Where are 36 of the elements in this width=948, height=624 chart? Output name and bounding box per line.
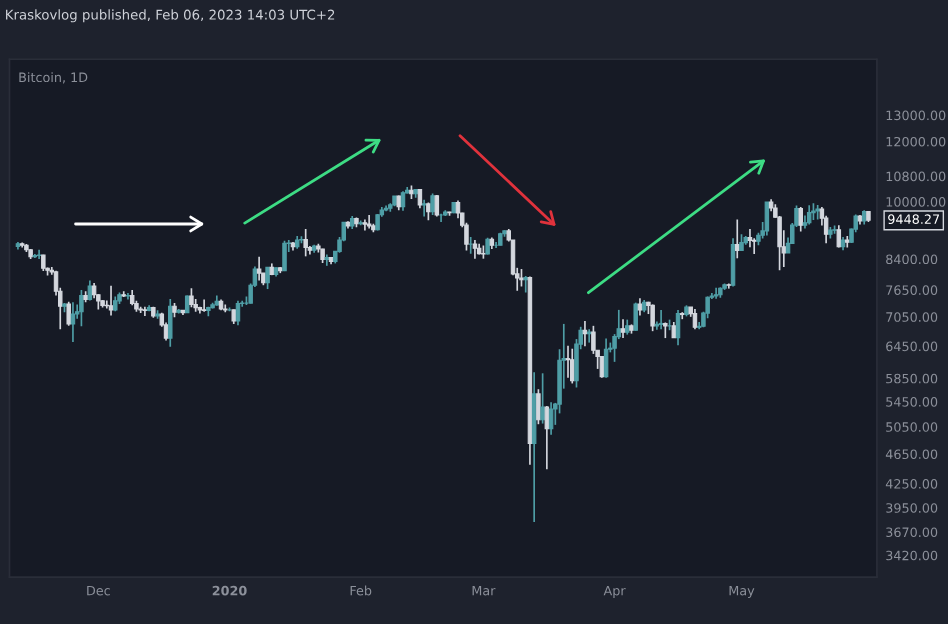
candlestick bbox=[256, 255, 262, 282]
candlestick bbox=[168, 298, 173, 348]
candlestick bbox=[265, 266, 270, 290]
candlestick bbox=[282, 239, 287, 272]
candlestick bbox=[569, 347, 575, 385]
candlestick bbox=[523, 275, 528, 294]
candlestick bbox=[400, 190, 406, 212]
candlestick bbox=[586, 328, 592, 344]
candlestick bbox=[747, 228, 753, 248]
candlestick bbox=[70, 301, 76, 343]
candlestick bbox=[235, 300, 241, 327]
candlestick bbox=[79, 289, 84, 328]
candlestick bbox=[777, 215, 782, 272]
candlestick bbox=[417, 188, 423, 210]
candlestick bbox=[806, 204, 812, 226]
candlestick bbox=[591, 325, 596, 355]
candlestick bbox=[764, 201, 770, 237]
candlestick bbox=[751, 237, 757, 255]
candlestick bbox=[633, 301, 638, 332]
candlestick bbox=[125, 292, 131, 301]
candlestick bbox=[303, 228, 308, 258]
candlestick bbox=[189, 287, 194, 308]
candlestick bbox=[548, 401, 554, 436]
candlestick bbox=[798, 206, 803, 233]
candlestick bbox=[66, 300, 71, 327]
candlestick bbox=[108, 284, 114, 317]
candlestick bbox=[620, 318, 626, 339]
candlestick bbox=[730, 237, 736, 288]
candlestick bbox=[705, 295, 710, 320]
candlestick bbox=[421, 198, 427, 218]
candlestick bbox=[163, 321, 169, 342]
candlestick bbox=[735, 218, 740, 260]
candlestick bbox=[650, 303, 655, 333]
candlestick bbox=[536, 388, 541, 426]
candlestick bbox=[540, 372, 545, 425]
candlestick bbox=[430, 192, 435, 216]
